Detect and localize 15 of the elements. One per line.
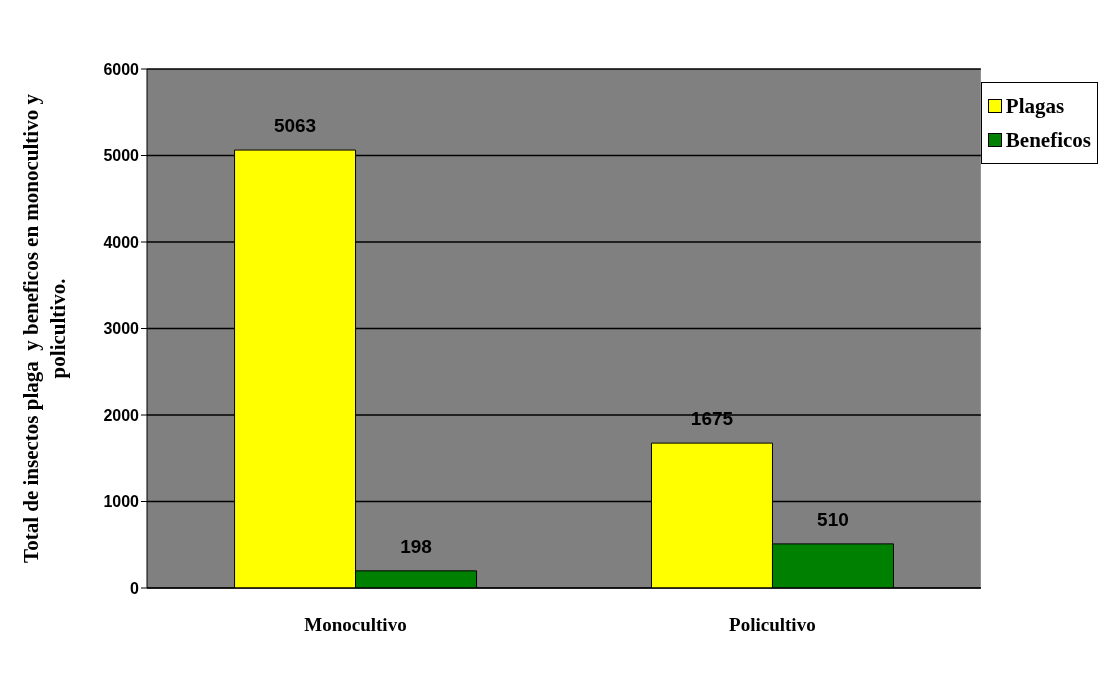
x-tick-label: Monocultivo	[304, 614, 407, 636]
y-axis-title: Total de insectos plaga y beneficos en monocultivo y policultivo.	[19, 93, 70, 563]
y-tick-label: 1000	[103, 493, 140, 511]
data-label: 510	[817, 508, 849, 530]
y-tick-label: 6000	[103, 60, 140, 78]
y-tick-label: 2000	[103, 406, 140, 424]
legend-label: Beneficos	[1005, 127, 1091, 153]
x-tick-label: Policultivo	[729, 614, 816, 636]
data-label: 198	[400, 535, 432, 557]
y-tick-label: 5000	[103, 147, 140, 165]
data-label: 5063	[273, 115, 317, 137]
legend-label: Plagas	[1005, 93, 1065, 119]
y-tick-label: 3000	[103, 320, 140, 338]
y-tick-label: 0	[130, 579, 140, 597]
y-tick-label: 4000	[103, 233, 140, 251]
